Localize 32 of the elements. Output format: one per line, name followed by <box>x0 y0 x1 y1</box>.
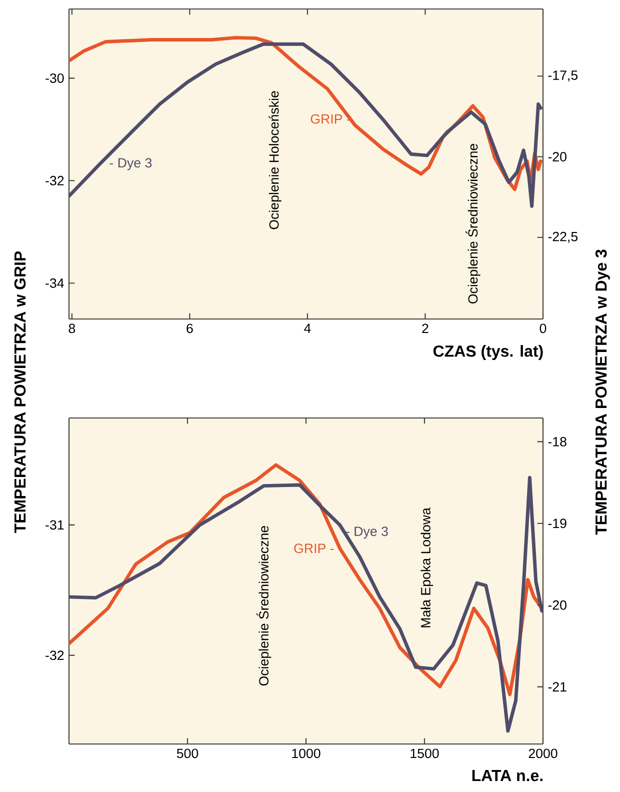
x-tick-label: 500 <box>176 748 198 758</box>
x-axis-title: LATA n.e. <box>472 770 543 782</box>
annotation: Ocieplenie Średniowieczne <box>256 526 272 686</box>
x-tick-label: 4 <box>304 324 311 333</box>
series-label: - Dye 3 <box>110 158 152 170</box>
y2-axis-title: TEMPERATURA POWIETRZA w Dye 3 <box>595 250 610 535</box>
x-tick-label: 1000 <box>292 748 320 758</box>
line-series <box>69 476 543 733</box>
x-axis-title: CZAS (tys. lat) <box>433 345 543 360</box>
y-tick-label: -32 <box>46 176 64 186</box>
annotation: Ocieplenie Średniowieczne <box>466 144 480 304</box>
y2-tick-label: -21 <box>548 682 566 692</box>
y-tick-label: -32 <box>46 650 64 660</box>
y2-tick-label: -20 <box>548 152 566 162</box>
y2-tick-label: -20 <box>548 600 566 610</box>
x-tick-label: 2 <box>422 324 428 334</box>
y2-tick-label: -22,5 <box>548 232 578 243</box>
y2-tick-label: -18 <box>548 436 566 446</box>
x-tick-label: 0 <box>540 324 546 334</box>
x-tick-label: 2000 <box>528 748 558 758</box>
x-tick-label: 1500 <box>410 748 439 758</box>
annotation: Ocieplenie Holoceńskie <box>268 91 282 230</box>
y2-tick-label: -17,5 <box>548 70 578 82</box>
y2-tick-label: -19 <box>548 518 566 528</box>
y-axis-title: TEMPERATURA POWIETRZA w GRIP <box>14 251 26 533</box>
y-tick-label: -34 <box>46 278 64 288</box>
y-tick-label: -31 <box>46 520 64 530</box>
x-tick-label: 8 <box>68 324 76 334</box>
series-label: GRIP - <box>294 544 334 554</box>
x-tick-label: 6 <box>186 324 193 334</box>
y-tick-label: -30 <box>46 73 64 83</box>
annotation: Mała Epoka Lodowa <box>420 508 434 628</box>
